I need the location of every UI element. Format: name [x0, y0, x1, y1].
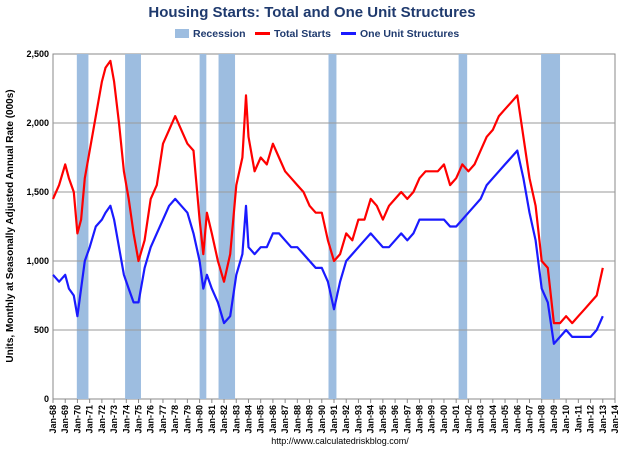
x-tick-label: Jan-71: [85, 405, 95, 434]
x-tick-label: Jan-81: [207, 405, 217, 434]
x-tick-label: Jan-07: [524, 405, 534, 434]
legend-recession-label: Recession: [193, 28, 246, 40]
x-tick-label: Jan-75: [134, 405, 144, 434]
x-tick-label: Jan-91: [329, 405, 339, 434]
one-unit-structures-line: [52, 149, 604, 345]
recession-band-0: [76, 54, 89, 399]
x-tick-label: Jan-86: [268, 405, 278, 434]
x-tick-label: Jan-85: [256, 405, 266, 434]
source-url: http://www.calculatedriskblog.com/: [271, 436, 409, 446]
legend: Recession Total Starts One Unit Structur…: [175, 28, 459, 40]
chart-title: Housing Starts: Total and One Unit Struc…: [148, 4, 475, 21]
x-tick-label: Jan-00: [439, 405, 449, 434]
x-tick-label: Jan-69: [60, 405, 70, 434]
x-tick-label: Jan-96: [390, 405, 400, 434]
x-tick-label: Jan-98: [415, 405, 425, 434]
x-tick-label: Jan-90: [317, 405, 327, 434]
recession-band-5: [458, 54, 468, 399]
recession-band-2: [199, 54, 207, 399]
y-tick-label: 1,000: [26, 256, 49, 266]
x-tick-label: Jan-70: [72, 405, 82, 434]
x-tick-label: Jan-11: [573, 405, 583, 433]
x-tick-label: Jan-14: [610, 405, 620, 434]
total-starts-line: [51, 59, 604, 325]
legend-recession-swatch: [175, 29, 189, 38]
x-tick-label: Jan-76: [146, 405, 156, 434]
x-tick-label: Jan-97: [402, 405, 412, 434]
x-tick-label: Jan-74: [121, 405, 131, 434]
y-tick-label: 500: [34, 325, 49, 335]
x-tick-label: Jan-77: [158, 405, 168, 434]
recession-band-6: [541, 54, 561, 399]
x-tick-label: Jan-73: [109, 405, 119, 434]
x-tick-label: Jan-79: [182, 405, 192, 434]
x-tick-label: Jan-87: [280, 405, 290, 434]
x-tick-label: Jan-03: [476, 405, 486, 434]
legend-total-label: Total Starts: [274, 28, 331, 40]
x-tick-label: Jan-83: [231, 405, 241, 434]
x-tick-label: Jan-72: [97, 405, 107, 434]
x-tick-label: Jan-82: [219, 405, 229, 434]
x-tick-label: Jan-09: [549, 405, 559, 434]
x-tick-label: Jan-06: [512, 405, 522, 434]
y-tick-label: 0: [44, 394, 49, 404]
x-tick-label: Jan-89: [305, 405, 315, 434]
x-tick-label: Jan-13: [598, 405, 608, 434]
recession-band-4: [328, 54, 337, 399]
x-tick-label: Jan-78: [170, 405, 180, 434]
x-tick-label: Jan-02: [463, 405, 473, 434]
series-lines: [51, 59, 604, 345]
x-tick-label: Jan-84: [243, 405, 253, 434]
x-tick-label: Jan-08: [537, 405, 547, 434]
x-tick-label: Jan-99: [427, 405, 437, 434]
x-tick-label: Jan-05: [500, 405, 510, 434]
x-tick-label: Jan-80: [195, 405, 205, 434]
x-tick-label: Jan-01: [451, 405, 461, 434]
y-axis-label: Units, Monthly at Seasonally Adjusted An…: [5, 89, 16, 362]
x-tick-label: Jan-04: [488, 405, 498, 434]
legend-single-label: One Unit Structures: [360, 28, 459, 40]
x-tick-label: Jan-88: [292, 405, 302, 434]
x-tick-label: Jan-68: [48, 405, 58, 434]
x-tick-label: Jan-12: [586, 405, 596, 434]
y-tick-label: 2,500: [26, 49, 49, 59]
y-tick-label: 1,500: [26, 187, 49, 197]
x-tick-label: Jan-92: [341, 405, 351, 434]
x-tick-label: Jan-93: [353, 405, 363, 434]
y-axis-ticks: 0 500 1,000 1,500 2,000 2,500: [26, 49, 49, 404]
x-tick-label: Jan-94: [366, 405, 376, 434]
y-tick-label: 2,000: [26, 118, 49, 128]
plot-area: [51, 53, 616, 400]
x-axis-ticks: Jan-68 Jan-69 Jan-70 Jan-71 Jan-72 Jan-73 Jan-…: [48, 399, 620, 434]
x-tick-label: Jan-95: [378, 405, 388, 434]
x-tick-label: Jan-10: [561, 405, 571, 434]
